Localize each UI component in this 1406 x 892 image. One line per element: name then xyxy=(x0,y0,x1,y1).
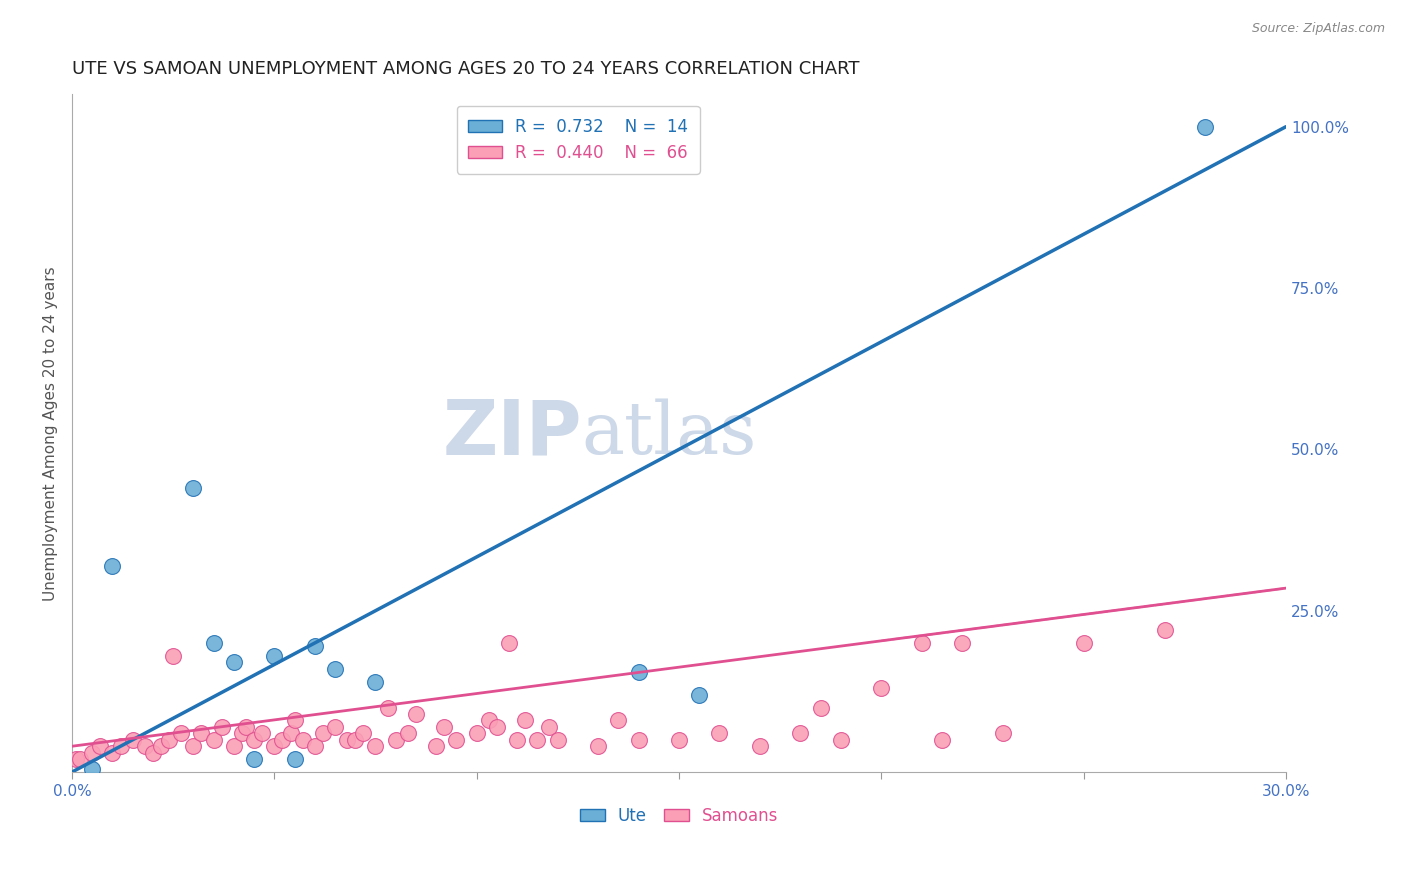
Point xyxy=(950,636,973,650)
Point xyxy=(263,648,285,663)
Point xyxy=(69,752,91,766)
Point xyxy=(323,662,346,676)
Point xyxy=(250,726,273,740)
Point xyxy=(515,714,537,728)
Point xyxy=(222,656,245,670)
Point xyxy=(433,720,456,734)
Point xyxy=(243,752,266,766)
Point xyxy=(202,636,225,650)
Point xyxy=(235,720,257,734)
Point xyxy=(1194,120,1216,134)
Point xyxy=(870,681,893,695)
Point xyxy=(931,732,953,747)
Point xyxy=(465,726,488,740)
Point xyxy=(336,732,359,747)
Point xyxy=(202,732,225,747)
Point xyxy=(284,752,307,766)
Point xyxy=(538,720,561,734)
Point xyxy=(498,636,520,650)
Point xyxy=(425,739,447,754)
Y-axis label: Unemployment Among Ages 20 to 24 years: Unemployment Among Ages 20 to 24 years xyxy=(44,266,58,600)
Point xyxy=(170,726,193,740)
Point xyxy=(304,639,326,653)
Point xyxy=(478,714,501,728)
Point xyxy=(1153,623,1175,637)
Point xyxy=(190,726,212,740)
Point xyxy=(82,762,104,776)
Point xyxy=(82,746,104,760)
Point xyxy=(134,739,156,754)
Point xyxy=(263,739,285,754)
Point xyxy=(65,752,87,766)
Point xyxy=(121,732,143,747)
Point xyxy=(586,739,609,754)
Point xyxy=(110,739,132,754)
Point xyxy=(183,739,205,754)
Point xyxy=(89,739,111,754)
Point xyxy=(547,732,569,747)
Point xyxy=(506,732,529,747)
Point xyxy=(312,726,335,740)
Point xyxy=(688,688,710,702)
Point xyxy=(485,720,508,734)
Point xyxy=(810,700,832,714)
Point xyxy=(352,726,374,740)
Point xyxy=(607,714,630,728)
Text: UTE VS SAMOAN UNEMPLOYMENT AMONG AGES 20 TO 24 YEARS CORRELATION CHART: UTE VS SAMOAN UNEMPLOYMENT AMONG AGES 20… xyxy=(72,60,859,78)
Point xyxy=(162,648,184,663)
Point xyxy=(222,739,245,754)
Point xyxy=(789,726,811,740)
Point xyxy=(323,720,346,734)
Point xyxy=(991,726,1014,740)
Point xyxy=(384,732,406,747)
Point xyxy=(284,714,307,728)
Point xyxy=(344,732,367,747)
Point xyxy=(243,732,266,747)
Point xyxy=(101,558,124,573)
Point xyxy=(668,732,690,747)
Point xyxy=(709,726,731,740)
Point xyxy=(396,726,419,740)
Point xyxy=(157,732,180,747)
Point xyxy=(150,739,173,754)
Text: Source: ZipAtlas.com: Source: ZipAtlas.com xyxy=(1251,22,1385,36)
Point xyxy=(1073,636,1095,650)
Point xyxy=(377,700,399,714)
Point xyxy=(748,739,770,754)
Point xyxy=(526,732,548,747)
Text: atlas: atlas xyxy=(582,398,758,468)
Point xyxy=(830,732,852,747)
Point xyxy=(280,726,302,740)
Point xyxy=(211,720,233,734)
Point xyxy=(291,732,314,747)
Point xyxy=(364,739,387,754)
Point xyxy=(304,739,326,754)
Point xyxy=(271,732,294,747)
Point xyxy=(627,665,650,679)
Point xyxy=(142,746,165,760)
Point xyxy=(446,732,468,747)
Point xyxy=(183,481,205,495)
Point xyxy=(627,732,650,747)
Point xyxy=(405,706,427,721)
Point xyxy=(911,636,934,650)
Point xyxy=(364,674,387,689)
Point xyxy=(101,746,124,760)
Legend: Ute, Samoans: Ute, Samoans xyxy=(574,800,785,831)
Text: ZIP: ZIP xyxy=(443,396,582,470)
Point xyxy=(231,726,253,740)
